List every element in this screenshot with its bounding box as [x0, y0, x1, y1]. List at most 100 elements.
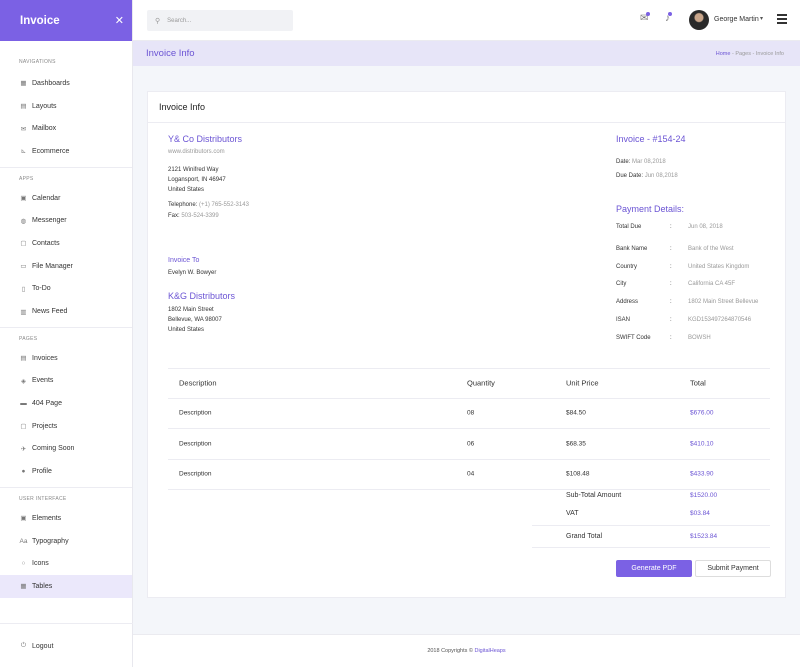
tools-icon[interactable]: ✕	[114, 15, 124, 27]
sidebar-item-elements[interactable]: ▣ Elements	[0, 507, 132, 530]
table-cell: 04	[467, 470, 475, 478]
generate-pdf-button[interactable]: Generate PDF	[616, 560, 692, 577]
payment-value: Jun 08, 2018	[688, 224, 723, 230]
sidebar-item-label: Projects	[32, 422, 58, 430]
payment-key: City	[616, 281, 627, 287]
divider	[0, 166, 132, 168]
sidebar-item-ecommerce[interactable]: ⊾ Ecommerce	[0, 140, 132, 163]
sidebar-item-dashboards[interactable]: ▦ Dashboards	[0, 72, 132, 95]
divider	[0, 623, 133, 624]
sidebar-item-projects[interactable]: ▢ Projects	[0, 415, 132, 438]
avatar[interactable]	[689, 10, 709, 30]
sidebar-item-label: Elements	[32, 514, 62, 522]
mail-icon: ✉	[20, 125, 27, 133]
sidebar-item-todo[interactable]: ▯ To-Do	[0, 278, 132, 301]
menu-icon[interactable]	[777, 14, 787, 26]
invoice-number: Invoice - #154-24	[616, 134, 686, 144]
sidebar-item-label: News Feed	[32, 308, 68, 316]
to-company: K&G Distributors	[168, 291, 236, 301]
sidebar-item-tables[interactable]: ▦ Tables	[0, 575, 132, 598]
search-icon: ⚲	[155, 17, 161, 25]
sidebar-item-label: Typography	[32, 537, 69, 545]
invoice-date: Date: Mar 08,2018	[616, 157, 666, 167]
from-address-3: United States	[168, 187, 205, 193]
table-cell: 06	[467, 440, 475, 448]
sidebar-item-invoices[interactable]: ▤ Invoices	[0, 347, 132, 370]
payment-key: SWIFT Code	[616, 335, 651, 341]
sidebar-item-icons[interactable]: ○ Icons	[0, 552, 132, 575]
chevron-down-icon[interactable]: ▾	[760, 16, 764, 22]
from-address-1: 2121 Winifred Way	[168, 167, 219, 173]
sidebar-item-contacts[interactable]: ▢ Contacts	[0, 232, 132, 255]
telephone-label: Telephone:	[168, 202, 198, 208]
notification-dot	[668, 12, 672, 16]
sidebar-item-label: Coming Soon	[32, 445, 75, 453]
sidebar-item-label: Icons	[32, 560, 49, 568]
sidebar-item-label: Tables	[32, 582, 53, 590]
fax-label: Fax:	[168, 213, 180, 219]
table-cell: $410.10	[690, 440, 714, 448]
layout-icon: ▤	[20, 103, 27, 111]
table-cell: $84.50	[566, 409, 586, 417]
payment-value: 1802 Main Street Bellevue	[688, 299, 759, 305]
sidebar-item-events[interactable]: ◈ Events	[0, 370, 132, 393]
sidebar-item-layouts[interactable]: ▤ Layouts	[0, 95, 132, 118]
sidebar-item-label: Dashboards	[32, 79, 70, 87]
cart-icon: ⊾	[20, 148, 27, 156]
grand-total-label: Grand Total	[566, 533, 603, 540]
nav-section-title: PAGES	[19, 335, 38, 342]
from-website[interactable]: www.distributors.com	[168, 149, 225, 155]
sidebar-item-typography[interactable]: Aa Typography	[0, 530, 132, 553]
search-input[interactable]: ⚲ Search...	[147, 10, 293, 31]
to-address-2: Bellevue, WA 98007	[168, 317, 222, 323]
sidebar-item-404-page[interactable]: ▬ 404 Page	[0, 392, 132, 415]
clipboard-icon: ▯	[21, 285, 26, 293]
sidebar-item-calendar[interactable]: ▣ Calendar	[0, 187, 132, 210]
power-icon: ⏻	[20, 642, 27, 650]
brand-bar: Invoice ✕	[0, 0, 132, 41]
sidebar-item-label: Mailbox	[32, 125, 57, 133]
invoice-icon: ▤	[20, 355, 27, 363]
subtotal-value: $1520.00	[690, 492, 718, 499]
payment-details-title: Payment Details:	[616, 204, 685, 214]
logout-button[interactable]: ⏻ Logout	[0, 635, 133, 658]
contacts-icon: ▢	[20, 240, 27, 248]
breadcrumb-pages[interactable]: Pages	[735, 50, 751, 57]
sidebar-item-file-manager[interactable]: ▭ File Manager	[0, 255, 132, 278]
sidebar-item-label: To-Do	[32, 285, 51, 293]
from-company: Y& Co Distributors	[168, 134, 243, 144]
divider	[532, 547, 770, 548]
events-icon: ◈	[21, 377, 26, 385]
breadcrumb-current: Invoice Info	[755, 50, 784, 57]
from-fax: Fax: 503-524-3399	[168, 211, 219, 221]
sidebar-item-label: Calendar	[32, 194, 61, 202]
projects-icon: ▢	[20, 423, 27, 431]
topbar: ⚲ Search... ✉ ♪ George Martin ▾	[133, 0, 800, 41]
due-value: Jun 08,2018	[644, 173, 678, 179]
payment-value: United States Kingdom	[688, 264, 750, 270]
sidebar-item-mailbox[interactable]: ✉ Mailbox	[0, 117, 132, 140]
sidebar-item-profile[interactable]: ● Profile	[0, 460, 132, 483]
sidebar-item-label: Messenger	[32, 217, 67, 225]
table-cell: $68.35	[566, 440, 586, 448]
submit-payment-button[interactable]: Submit Payment	[695, 560, 771, 577]
date-value: Mar 08,2018	[632, 159, 666, 165]
footer-brand-link[interactable]: DigitalHeaps	[474, 648, 506, 654]
sidebar: Invoice ✕ NAVIGATIONS ▦ Dashboards ▤ Layou…	[0, 0, 133, 667]
user-name[interactable]: George Martin	[714, 16, 759, 23]
typography-icon: Aa	[19, 537, 28, 545]
payment-value: California CA 45F	[688, 281, 736, 287]
footer-copyright: 2018 Copyrights ©	[427, 648, 473, 654]
sidebar-item-news-feed[interactable]: ▥ News Feed	[0, 300, 132, 323]
mail-notification-icon[interactable]: ✉	[640, 12, 651, 24]
table-cell: $433.90	[690, 470, 714, 478]
sidebar-item-coming-soon[interactable]: ✈ Coming Soon	[0, 438, 132, 461]
column-header: Description	[179, 378, 217, 388]
bell-icon[interactable]: ♪	[665, 12, 672, 24]
vat-label: VAT	[566, 510, 579, 517]
sidebar-item-messenger[interactable]: ◍ Messenger	[0, 209, 132, 232]
folder-icon: ▭	[20, 263, 27, 271]
invoice-to-person: Evelyn W. Bowyer	[168, 270, 217, 276]
table-header-row: Description Quantity Unit Price Total	[168, 368, 770, 399]
breadcrumb-home[interactable]: Home	[715, 50, 731, 57]
